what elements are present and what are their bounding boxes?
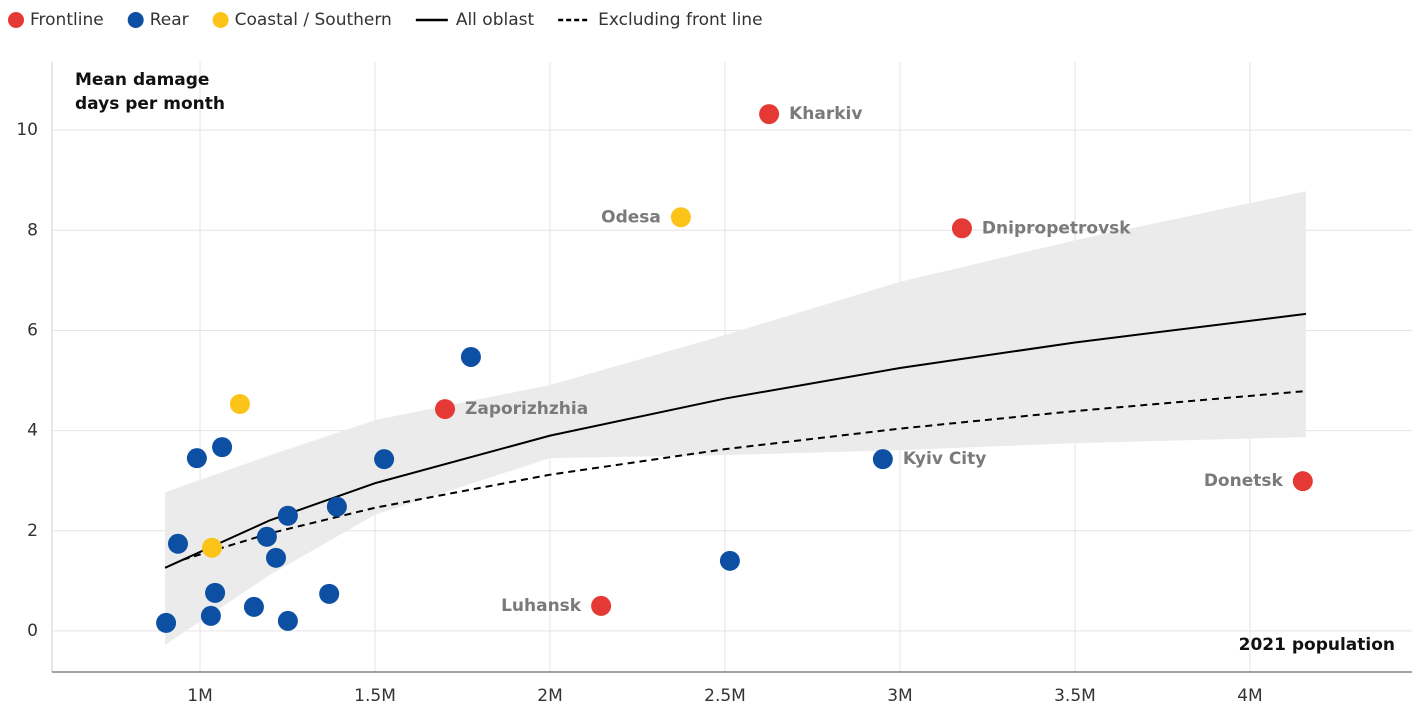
y-tick-label: 4 <box>27 421 38 441</box>
point <box>872 449 893 470</box>
point <box>326 496 347 517</box>
point-label: Donetsk <box>1204 471 1284 491</box>
point <box>156 612 177 633</box>
y-tick-label: 8 <box>27 220 38 240</box>
point-label: Luhansk <box>501 596 582 616</box>
x-tick-label: 2M <box>537 686 562 706</box>
y-axis-label: Mean damage <box>75 70 209 90</box>
legend-label: Rear <box>150 10 189 30</box>
x-tick-label: 3.5M <box>1054 686 1096 706</box>
point <box>229 394 250 415</box>
y-tick-label: 2 <box>27 521 38 541</box>
legend-label: Excluding front line <box>598 10 762 30</box>
point <box>1292 471 1313 492</box>
point <box>277 505 298 526</box>
point <box>374 449 395 470</box>
y-tick-label: 6 <box>27 320 38 340</box>
point-label: Zaporizhzhia <box>465 399 588 419</box>
point <box>256 526 277 547</box>
point <box>243 596 264 617</box>
fit-line <box>182 390 1307 561</box>
legend-swatch <box>212 12 229 28</box>
legend-label: Frontline <box>30 10 104 30</box>
point <box>205 582 226 603</box>
point <box>200 605 221 626</box>
legend-label: All oblast <box>456 10 535 30</box>
x-tick-label: 3M <box>887 686 912 706</box>
point <box>277 610 298 631</box>
point <box>460 346 481 367</box>
point <box>201 537 222 558</box>
point <box>319 583 340 604</box>
point <box>212 437 233 458</box>
point-label: Dnipropetrovsk <box>982 218 1131 238</box>
point <box>670 207 691 228</box>
point-label: Kharkiv <box>789 104 862 124</box>
point <box>591 595 612 616</box>
confidence-band <box>165 191 1306 645</box>
legend-label: Coastal / Southern <box>235 10 392 30</box>
point <box>951 218 972 239</box>
x-axis-label: 2021 population <box>1239 635 1395 655</box>
point <box>759 104 780 125</box>
point <box>719 550 740 571</box>
x-tick-label: 4M <box>1237 686 1262 706</box>
point <box>186 448 207 469</box>
x-tick-label: 1.5M <box>354 686 396 706</box>
point-label: Kyiv City <box>903 449 987 469</box>
point-label: Odesa <box>601 207 661 227</box>
x-tick-label: 2.5M <box>704 686 746 706</box>
legend-swatch <box>8 12 24 28</box>
point <box>167 533 188 554</box>
y-tick-label: 0 <box>27 621 38 641</box>
y-axis-label: days per month <box>75 94 225 114</box>
legend-swatch <box>127 12 144 28</box>
y-tick-label: 10 <box>16 120 38 140</box>
x-tick-label: 1M <box>187 686 212 706</box>
point <box>265 547 286 568</box>
point <box>435 399 456 420</box>
